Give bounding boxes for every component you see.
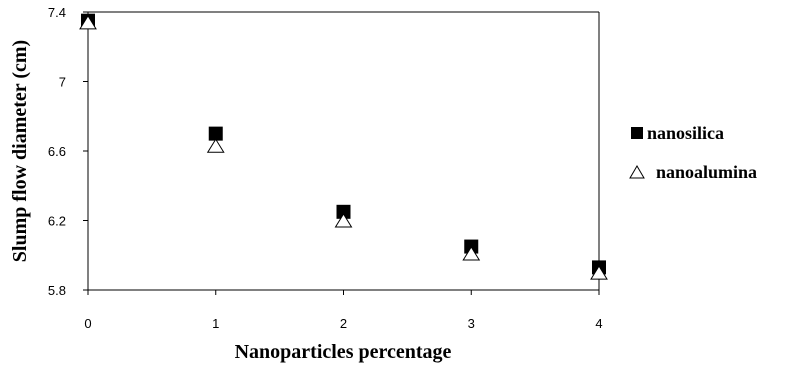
legend-nanosilica-marker	[631, 127, 643, 139]
legend: nanosilica nanoalumina	[629, 123, 757, 182]
y-tick-label: 7	[59, 75, 66, 90]
x-tick-label: 3	[468, 316, 475, 331]
nanosilica-point	[208, 126, 223, 141]
nanoalumina-point	[590, 265, 608, 280]
data-points	[79, 13, 608, 280]
nanosilica-point	[336, 204, 351, 219]
y-tick-label: 6.2	[48, 214, 66, 229]
nanoalumina-point	[334, 213, 353, 228]
y-tick-label: 7.4	[48, 5, 66, 20]
plot-area	[88, 12, 599, 290]
x-tick-label: 2	[340, 316, 347, 331]
nanoalumina-point	[79, 14, 97, 30]
nanoalumina-point	[206, 138, 225, 153]
y-axis-ticks: 7.4 7 6.6 6.2 5.8	[48, 5, 88, 298]
legend-nanoalumina-marker	[629, 165, 645, 179]
y-axis-title: Slump flow diameter (cm)	[9, 40, 31, 262]
x-tick-label: 4	[595, 316, 602, 331]
nanoalumina-point	[462, 246, 481, 261]
x-axis-ticks: 0 1 2 3 4	[84, 290, 603, 331]
x-tick-label: 0	[84, 316, 91, 331]
legend-nanosilica-label: nanosilica	[647, 123, 724, 143]
x-axis-title: Nanoparticles percentage	[235, 341, 452, 363]
y-tick-label: 5.8	[48, 283, 66, 298]
legend-nanoalumina-label: nanoalumina	[656, 162, 757, 182]
x-tick-label: 1	[212, 316, 219, 331]
y-tick-label: 6.6	[48, 144, 66, 159]
